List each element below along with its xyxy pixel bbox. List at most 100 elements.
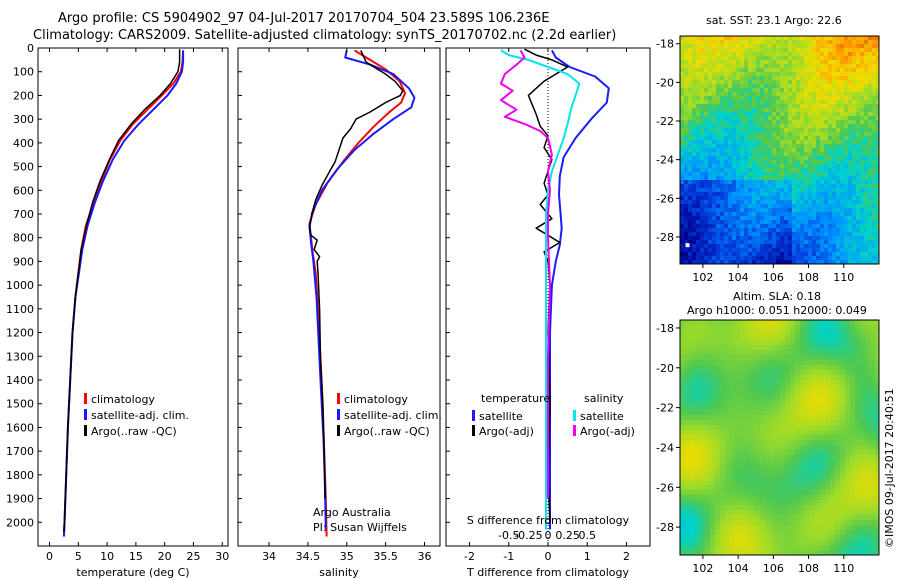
map-cell: [804, 44, 809, 49]
map-cell: [710, 415, 716, 421]
map-cell: [828, 252, 833, 257]
map-cell: [752, 144, 757, 149]
map-cell: [680, 36, 685, 41]
map-cell: [715, 490, 721, 496]
map-cell: [770, 365, 776, 371]
map-cell: [830, 405, 836, 411]
map-cell: [792, 36, 797, 41]
map-cell: [836, 156, 841, 161]
map-cell: [770, 445, 776, 451]
map-cell: [708, 44, 713, 49]
map-cell: [805, 350, 811, 356]
map-cell: [752, 40, 757, 45]
map-cell: [812, 180, 817, 185]
map-cell: [765, 445, 771, 451]
map-cell: [724, 72, 729, 77]
map-cell: [856, 56, 861, 61]
map-cell: [695, 400, 701, 406]
map-cell: [684, 140, 689, 145]
map-cell: [770, 500, 776, 506]
map-cell: [785, 440, 791, 446]
map-cell: [740, 72, 745, 77]
map-cell: [740, 345, 746, 351]
map-cell: [852, 120, 857, 125]
map-cell: [785, 420, 791, 426]
map-cell: [845, 365, 851, 371]
map-cell: [855, 480, 861, 486]
map-cell: [775, 390, 781, 396]
map-cell: [848, 260, 853, 265]
map-cell: [696, 88, 701, 93]
map-cell: [784, 244, 789, 249]
map-cell: [748, 180, 753, 185]
map-cell: [716, 60, 721, 65]
profile-panel-1: 0100200300400500600700800900100011001200…: [6, 42, 229, 579]
legend-swatch-satellite-adj-clim: [84, 409, 87, 420]
map-cell: [770, 540, 776, 546]
map-cell: [805, 540, 811, 546]
map-cell: [695, 475, 701, 481]
map-cell: [700, 360, 706, 366]
map-cell: [712, 144, 717, 149]
map-cell: [680, 168, 685, 173]
map-cell: [816, 148, 821, 153]
map-cell: [684, 92, 689, 97]
map-cell: [780, 248, 785, 253]
map-cell: [770, 350, 776, 356]
map-cell: [715, 415, 721, 421]
map-cell: [772, 72, 777, 77]
map-cell: [710, 330, 716, 336]
map-cell: [705, 530, 711, 536]
map-cell: [808, 244, 813, 249]
map-cell: [832, 196, 837, 201]
map-cell: [750, 520, 756, 526]
series-line-temperature-satellite: [549, 49, 610, 530]
map-cell: [728, 256, 733, 261]
map-cell: [715, 425, 721, 431]
map-cell: [680, 120, 685, 125]
map-cell: [780, 144, 785, 149]
map-cell: [796, 72, 801, 77]
map-cell: [700, 80, 705, 85]
map-cell: [684, 100, 689, 105]
y-tick-label: 200: [13, 89, 34, 102]
map-cell: [764, 80, 769, 85]
map-cell: [780, 244, 785, 249]
map-cell: [740, 525, 746, 531]
map-cell: [856, 140, 861, 145]
map-cell: [804, 212, 809, 217]
map-cell: [800, 76, 805, 81]
map-cell: [704, 96, 709, 101]
map-cell: [860, 140, 865, 145]
map-cell: [844, 172, 849, 177]
map-cell: [732, 232, 737, 237]
map-cell: [728, 128, 733, 133]
map-cell: [824, 84, 829, 89]
map-cell: [824, 72, 829, 77]
map-cell: [750, 415, 756, 421]
map-cell: [725, 345, 731, 351]
map-cell: [815, 345, 821, 351]
map-cell: [825, 500, 831, 506]
map-cell: [736, 188, 741, 193]
map-cell: [695, 495, 701, 501]
map-cell: [825, 405, 831, 411]
map-cell: [875, 480, 881, 486]
map-cell: [835, 525, 841, 531]
map-cell: [792, 260, 797, 265]
map-cell: [712, 100, 717, 105]
map-cell: [840, 220, 845, 225]
map-cell: [824, 240, 829, 245]
map-cell: [730, 410, 736, 416]
map-cell: [752, 216, 757, 221]
map-cell: [804, 184, 809, 189]
map-cell: [860, 395, 866, 401]
map-cell: [768, 252, 773, 257]
map-cell: [875, 535, 881, 541]
map-cell: [692, 68, 697, 73]
map-cell: [700, 184, 705, 189]
map-cell: [820, 345, 826, 351]
map-cell: [760, 156, 765, 161]
map-cell: [825, 460, 831, 466]
map-cell: [792, 64, 797, 69]
